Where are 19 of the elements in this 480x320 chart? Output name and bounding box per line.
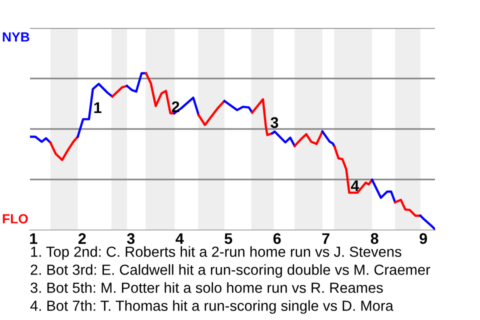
text: 1. Top 2nd: C. Roberts hit a 2-run home run vs J. Stevens	[31, 246, 402, 260]
text: 3. Bot 5th: M. Potter hit a solo home run vs R. Reames	[30, 282, 383, 293]
annotation: 4	[350, 180, 360, 191]
annotation: 2	[172, 101, 180, 112]
text: 4. Bot 7th: T. Thomas hit a run-scoring single vs D. Mora	[30, 300, 394, 314]
x-tick-label: 7	[322, 233, 330, 244]
x-tick-label: 6	[273, 233, 281, 244]
text: 2. Bot 3rd: E. Caldwell hit a run-scoring double vs M. Craemer	[30, 264, 430, 278]
x-tick-label: 2	[78, 233, 86, 244]
x-tick-label: 9	[420, 233, 427, 244]
x-tick-label: 3	[126, 233, 135, 244]
x-tick-label: 8	[370, 233, 378, 244]
text: NYB	[2, 32, 30, 42]
text: FLO	[2, 214, 28, 224]
annotation: 3	[270, 117, 278, 128]
x-tick-label: 4	[176, 233, 184, 244]
x-tick-label: 1	[30, 233, 38, 244]
annotation: 1	[94, 102, 102, 113]
x-tick-label: 5	[224, 233, 232, 244]
